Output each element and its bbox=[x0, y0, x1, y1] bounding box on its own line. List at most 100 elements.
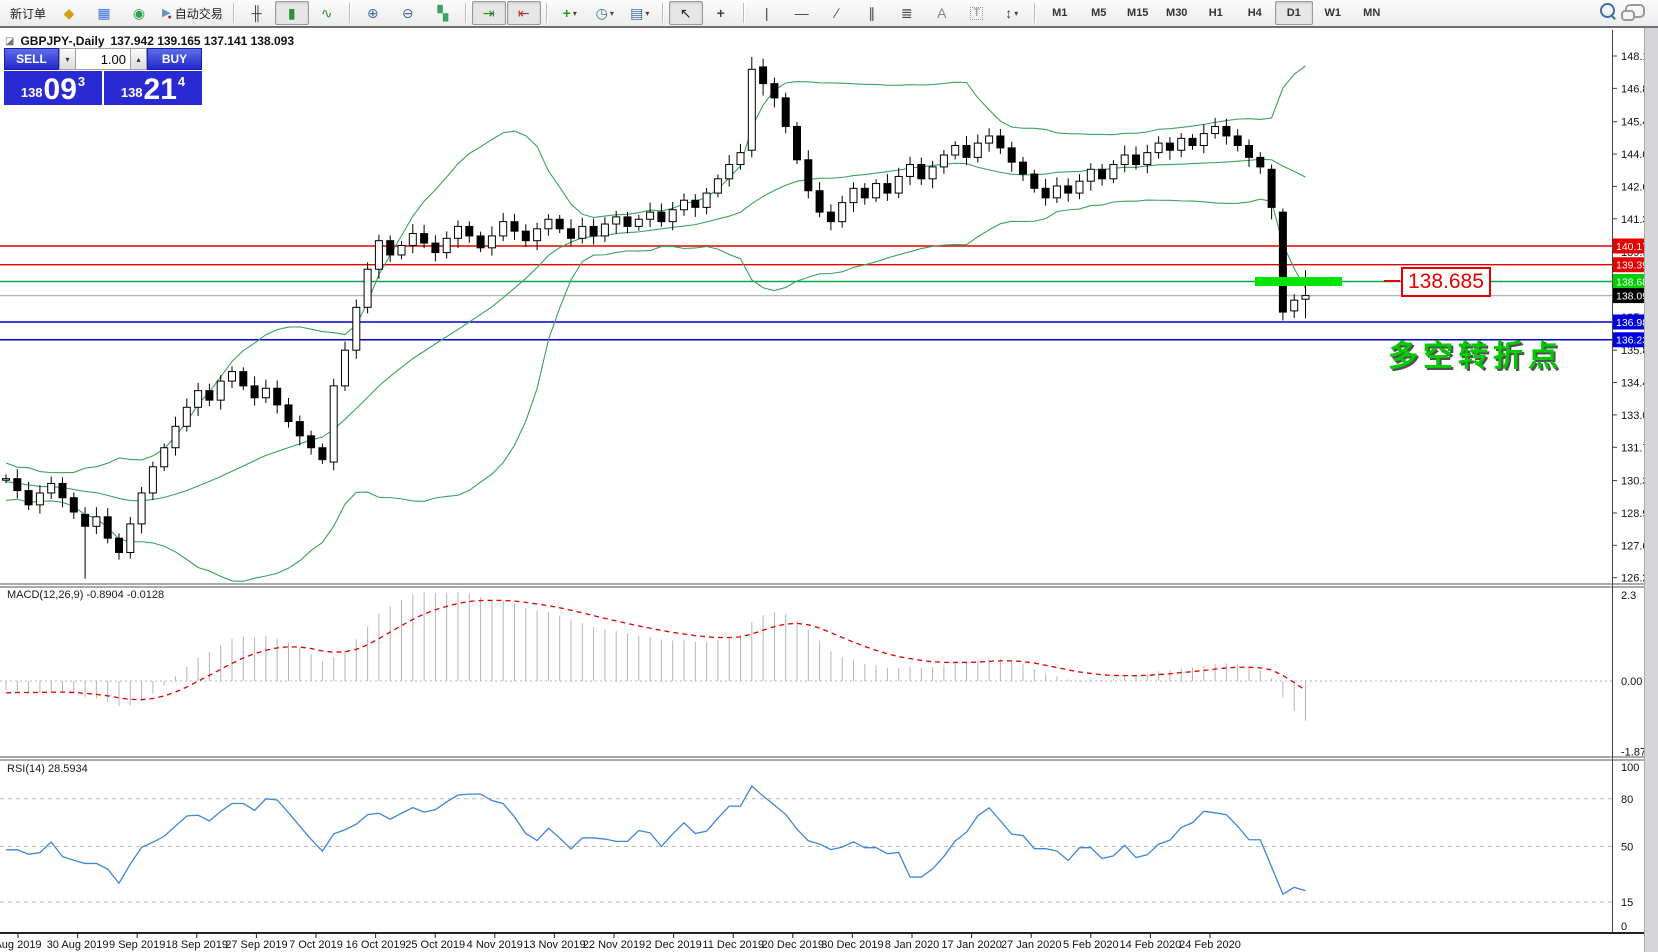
svg-text:27 Jan 2020: 27 Jan 2020 bbox=[1001, 939, 1062, 951]
macd-indicator-label: MACD(12,26,9) -0.8904 -0.0128 bbox=[7, 589, 165, 601]
tile-windows-icon: ▚ bbox=[437, 5, 449, 21]
toolbar-separator bbox=[545, 3, 548, 23]
zoom-out-icon: ⊖ bbox=[401, 5, 414, 21]
fibonacci-button[interactable]: ≣ bbox=[890, 1, 924, 25]
rsi-indicator-label: RSI(14) 28.5934 bbox=[7, 763, 88, 775]
toolbar-separator bbox=[464, 3, 467, 23]
autotrading-label: 自动交易 bbox=[174, 6, 223, 21]
zoom-in-button[interactable]: ⊕ bbox=[356, 1, 390, 25]
chevron-down-icon: ▾ bbox=[609, 8, 614, 18]
timeframe-m1[interactable]: M1 bbox=[1052, 7, 1068, 19]
window-scroll-strip[interactable] bbox=[1644, 28, 1658, 952]
text-tool-button[interactable]: A bbox=[925, 1, 959, 25]
timeframe-m30[interactable]: M30 bbox=[1166, 7, 1188, 19]
toolbar-separator bbox=[742, 3, 745, 23]
bar-chart-button[interactable]: ╫ bbox=[240, 1, 274, 25]
periods-button[interactable]: ◷ ▾ bbox=[588, 1, 622, 25]
chevron-down-icon: ▾ bbox=[572, 8, 577, 18]
price-callout-anchor bbox=[1384, 280, 1400, 282]
chat-button[interactable] bbox=[1621, 3, 1645, 23]
charts-window-button[interactable]: ▦ bbox=[87, 1, 121, 25]
volume-increase-button[interactable]: ▴ bbox=[130, 48, 147, 70]
timeframe-w1[interactable]: W1 bbox=[1324, 7, 1341, 19]
templates-icon: ▤ bbox=[630, 5, 644, 21]
line-chart-button[interactable]: ∿ bbox=[310, 1, 344, 25]
svg-text:9 Sep 2019: 9 Sep 2019 bbox=[109, 939, 165, 951]
tile-windows-button[interactable]: ▚ bbox=[426, 1, 460, 25]
svg-text:80: 80 bbox=[1621, 794, 1633, 806]
channel-icon: ∥ bbox=[868, 5, 876, 21]
profiles-button[interactable]: ◆ bbox=[52, 1, 86, 25]
trendline-button[interactable]: ∕ bbox=[820, 1, 854, 25]
channel-button[interactable]: ∥ bbox=[855, 1, 889, 25]
bar-chart-icon: ╫ bbox=[251, 5, 262, 21]
vertical-line-button[interactable]: | bbox=[750, 1, 784, 25]
timeframe-d1[interactable]: D1 bbox=[1274, 1, 1313, 25]
sell-button[interactable]: SELL bbox=[4, 48, 59, 70]
buy-button[interactable]: BUY bbox=[147, 48, 202, 70]
svg-text:14 Feb 2020: 14 Feb 2020 bbox=[1120, 939, 1182, 951]
svg-text:22 Nov 2019: 22 Nov 2019 bbox=[583, 939, 645, 951]
horizontal-line-icon: — bbox=[794, 5, 809, 21]
svg-text:13 Nov 2019: 13 Nov 2019 bbox=[523, 939, 585, 951]
timeframe-h1[interactable]: H1 bbox=[1208, 7, 1223, 19]
timeframe-m5[interactable]: M5 bbox=[1091, 7, 1107, 19]
signals-button[interactable]: ◉ bbox=[122, 1, 156, 25]
svg-text:50: 50 bbox=[1621, 842, 1633, 854]
zoom-out-button[interactable]: ⊖ bbox=[391, 1, 425, 25]
text-label-button[interactable]: T bbox=[960, 1, 994, 25]
signals-icon: ◉ bbox=[132, 5, 146, 21]
svg-text:8 Jan 2020: 8 Jan 2020 bbox=[885, 939, 939, 951]
indicators-add-icon: + bbox=[562, 5, 571, 21]
toolbar-separator bbox=[232, 3, 235, 23]
periods-clock-icon: ◷ bbox=[595, 5, 608, 21]
arrows-tool-button[interactable]: ↕ ▾ bbox=[995, 1, 1029, 25]
chart-shift-button[interactable]: ⇤ bbox=[506, 1, 541, 25]
volume-decrease-button[interactable]: ▾ bbox=[59, 48, 76, 70]
svg-text:30 Dec 2019: 30 Dec 2019 bbox=[821, 939, 883, 951]
svg-text:5 Feb 2020: 5 Feb 2020 bbox=[1063, 939, 1119, 951]
svg-text:0: 0 bbox=[1621, 921, 1627, 933]
price-callout-label[interactable]: 138.685 bbox=[1401, 267, 1491, 297]
timeframe-m15[interactable]: M15 bbox=[1127, 7, 1149, 19]
svg-text:11 Dec 2019: 11 Dec 2019 bbox=[702, 939, 764, 951]
text-label-icon: T bbox=[970, 6, 984, 20]
candlestick-button[interactable]: ▮ bbox=[274, 1, 309, 25]
vertical-line-icon: | bbox=[764, 5, 769, 21]
search-button[interactable] bbox=[1600, 3, 1616, 23]
buy-price-box[interactable]: 138 21 4 bbox=[104, 71, 202, 105]
svg-text:16 Oct 2019: 16 Oct 2019 bbox=[346, 939, 406, 951]
autotrading-stop-icon: ● bbox=[167, 13, 172, 21]
svg-text:15: 15 bbox=[1621, 897, 1633, 909]
toolbar-separator bbox=[661, 3, 664, 23]
timeframe-h4[interactable]: H4 bbox=[1247, 7, 1262, 19]
auto-scroll-button[interactable]: ⇥ bbox=[471, 1, 506, 25]
arrows-icon: ↕ bbox=[1005, 5, 1013, 21]
fibonacci-icon: ≣ bbox=[900, 5, 913, 21]
autotrading-button[interactable]: ▶ ● 自动交易 bbox=[157, 1, 228, 25]
svg-text:20 Dec 2019: 20 Dec 2019 bbox=[762, 939, 824, 951]
sell-price-point: 3 bbox=[77, 74, 86, 89]
chart-shift-icon: ⇤ bbox=[517, 5, 530, 21]
svg-text:30 Aug 2019: 30 Aug 2019 bbox=[47, 939, 109, 951]
buy-price-pips: 21 bbox=[143, 73, 177, 106]
svg-text:100: 100 bbox=[1621, 762, 1639, 774]
svg-text:2.3: 2.3 bbox=[1621, 590, 1636, 602]
timeframe-mn[interactable]: MN bbox=[1363, 7, 1381, 19]
svg-text:25 Oct 2019: 25 Oct 2019 bbox=[405, 939, 465, 951]
new-order-button[interactable]: 新订单 bbox=[10, 6, 47, 21]
volume-input[interactable] bbox=[76, 48, 130, 70]
indicators-button[interactable]: + ▾ bbox=[553, 1, 587, 25]
svg-text:17 Jan 2020: 17 Jan 2020 bbox=[941, 939, 1002, 951]
sell-price-box[interactable]: 138 09 3 bbox=[4, 71, 102, 105]
templates-button[interactable]: ▤ ▾ bbox=[623, 1, 657, 25]
autotrading-play-icon: ▶ bbox=[162, 6, 171, 19]
cursor-button[interactable]: ↖ bbox=[668, 1, 703, 25]
main-toolbar: 新订单 ◆ ▦ ◉ ▶ ● 自动交易 ╫ ▮ ∿ ⊕ ⊖ ▚ ⇥ ⇤ + ▾ ◷ ▾… bbox=[0, 0, 1658, 28]
horizontal-line-button[interactable]: — bbox=[785, 1, 819, 25]
turning-point-annotation: 多空转折点 bbox=[1388, 339, 1563, 374]
svg-text:7 Oct 2019: 7 Oct 2019 bbox=[289, 939, 343, 951]
svg-text:Aug 2019: Aug 2019 bbox=[0, 939, 42, 951]
crosshair-button[interactable]: + bbox=[704, 1, 738, 25]
